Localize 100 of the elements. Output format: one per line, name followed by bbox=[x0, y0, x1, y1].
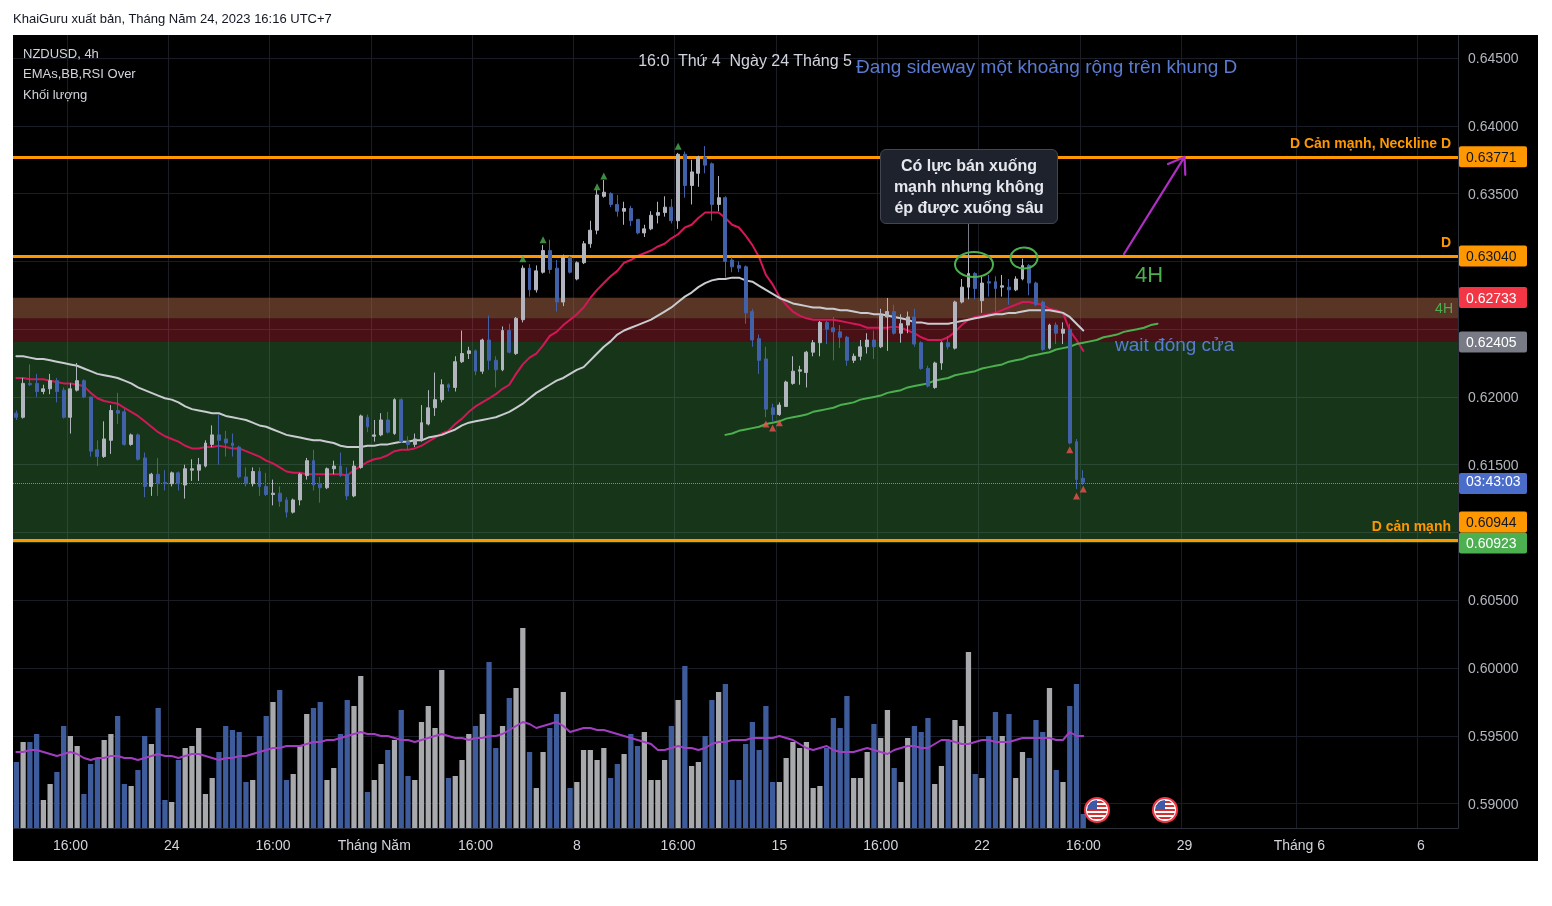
candlestick bbox=[345, 466, 349, 501]
candlestick bbox=[487, 315, 491, 371]
candlestick bbox=[750, 308, 754, 348]
x-tick-label: 29 bbox=[1176, 837, 1193, 853]
candlestick bbox=[940, 340, 943, 371]
y-tick-label: 0.60000 bbox=[1468, 660, 1519, 677]
candlestick bbox=[352, 460, 356, 498]
bar bbox=[229, 730, 236, 828]
x-tick-label: 15 bbox=[771, 837, 788, 853]
bar bbox=[938, 766, 945, 828]
candlestick bbox=[399, 397, 403, 444]
bar bbox=[851, 778, 857, 828]
bar bbox=[479, 714, 485, 828]
candlestick bbox=[291, 498, 295, 515]
bar bbox=[1013, 778, 1019, 828]
candlestick bbox=[460, 330, 464, 364]
ref-line-label: 0.63040 bbox=[1466, 247, 1517, 264]
bar bbox=[1067, 706, 1073, 828]
candlestick bbox=[28, 363, 32, 387]
candlestick bbox=[312, 449, 315, 491]
candlestick bbox=[858, 339, 862, 361]
candlestick bbox=[231, 433, 234, 458]
candlestick bbox=[555, 259, 559, 313]
candlestick bbox=[95, 439, 99, 467]
point bbox=[593, 183, 601, 191]
chart-title: Khối lượng bbox=[23, 87, 88, 102]
candlestick bbox=[642, 224, 646, 238]
ref-line-label: 0.60944 bbox=[1466, 513, 1517, 530]
bar bbox=[385, 750, 391, 828]
bar bbox=[675, 700, 681, 828]
candlestick bbox=[818, 320, 822, 357]
bar bbox=[445, 778, 452, 828]
bar bbox=[47, 784, 53, 828]
candlestick bbox=[764, 346, 768, 418]
bar bbox=[891, 768, 897, 828]
x-tick-label: 16:00 bbox=[52, 837, 89, 853]
bar bbox=[979, 778, 985, 828]
point bbox=[1072, 492, 1080, 500]
point bbox=[1079, 485, 1087, 493]
candlestick bbox=[298, 472, 302, 506]
bar bbox=[992, 712, 999, 828]
candlestick bbox=[237, 445, 241, 479]
candlestick bbox=[210, 424, 214, 448]
candlestick bbox=[129, 433, 133, 447]
bar bbox=[121, 784, 128, 828]
bar bbox=[128, 786, 134, 828]
bar bbox=[574, 782, 580, 828]
candlestick bbox=[413, 433, 417, 448]
bar bbox=[364, 792, 371, 828]
text: KhaiGuru xuất bản, Tháng Năm 24, 2023 16:16 UTC+7 bbox=[13, 11, 332, 27]
candlestick bbox=[332, 460, 336, 475]
candlestick bbox=[994, 275, 997, 314]
candlestick bbox=[251, 466, 255, 487]
candlestick bbox=[136, 433, 140, 462]
candlestick bbox=[116, 392, 120, 425]
candlestick bbox=[14, 409, 18, 421]
candlestick bbox=[480, 338, 484, 375]
candlestick bbox=[879, 308, 883, 349]
candlestick bbox=[325, 466, 329, 490]
bar bbox=[148, 744, 155, 828]
y-tick-label: 0.62405 bbox=[1466, 334, 1517, 351]
bar bbox=[115, 716, 121, 828]
candlestick bbox=[906, 311, 910, 334]
bar bbox=[999, 736, 1005, 828]
x-tick-label: 24 bbox=[163, 837, 180, 853]
candlestick bbox=[602, 179, 606, 199]
y-tick-label: 0.59000 bbox=[1468, 795, 1519, 812]
bar bbox=[824, 748, 830, 828]
bar bbox=[506, 698, 512, 828]
y-tick-label: 0.64000 bbox=[1468, 117, 1519, 134]
bar bbox=[1006, 714, 1012, 828]
candlestick bbox=[41, 384, 45, 395]
candlestick bbox=[1041, 300, 1045, 352]
candlestick bbox=[426, 389, 430, 426]
candlestick bbox=[784, 380, 788, 407]
y-tick-label: 0.60500 bbox=[1468, 592, 1519, 609]
candlestick bbox=[1075, 438, 1078, 490]
bar bbox=[634, 746, 641, 828]
bar bbox=[972, 774, 978, 828]
bar bbox=[344, 700, 350, 828]
x-tick-label: 16:00 bbox=[863, 837, 899, 853]
candlestick bbox=[68, 382, 72, 435]
bar bbox=[337, 734, 344, 828]
candlestick bbox=[717, 175, 721, 212]
candlestick bbox=[676, 152, 680, 230]
bar bbox=[317, 702, 323, 828]
bar bbox=[1019, 752, 1026, 828]
candlestick bbox=[224, 430, 228, 458]
point bbox=[539, 236, 547, 244]
candlestick bbox=[264, 472, 268, 497]
bar bbox=[250, 780, 256, 828]
candlestick bbox=[501, 325, 504, 372]
x-tick-label: Tháng Năm bbox=[337, 837, 411, 853]
candlestick bbox=[811, 339, 815, 357]
annotation: D cản mạnh bbox=[1371, 518, 1451, 535]
bar bbox=[1080, 814, 1086, 828]
candlestick bbox=[1054, 321, 1058, 345]
candlestick bbox=[744, 264, 748, 325]
candlestick bbox=[1014, 275, 1018, 292]
bar bbox=[911, 726, 918, 828]
